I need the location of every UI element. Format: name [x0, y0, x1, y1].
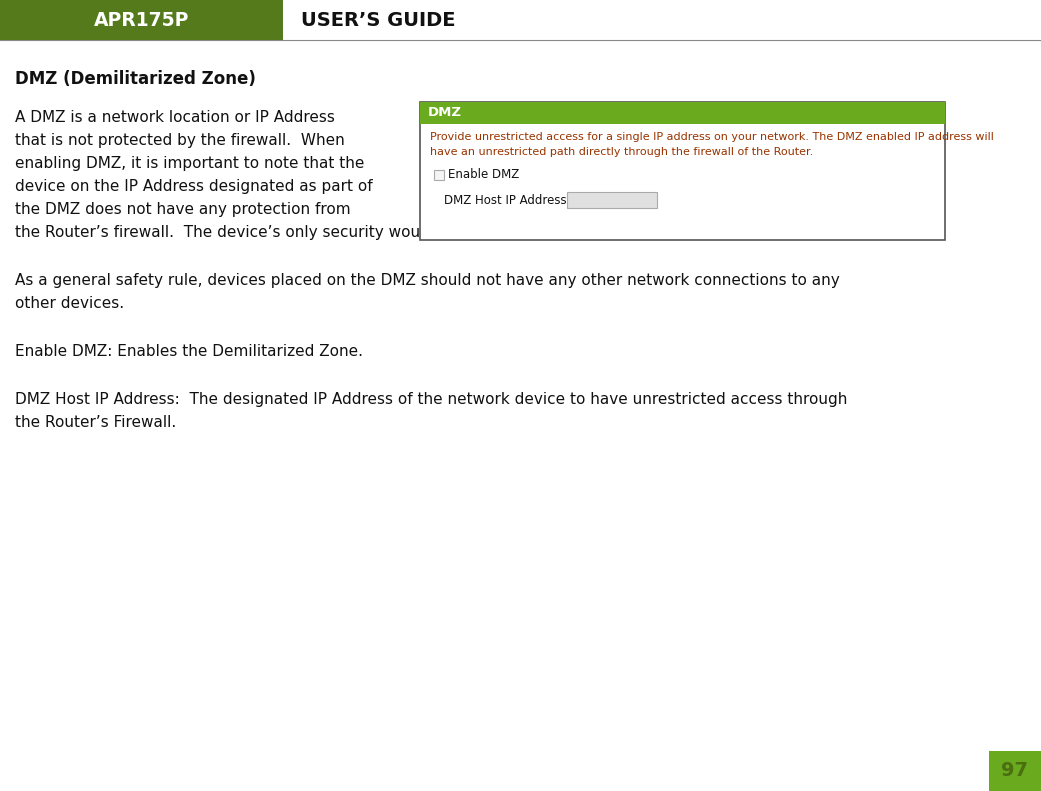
Text: the DMZ does not have any protection from: the DMZ does not have any protection fro…	[15, 202, 351, 217]
Text: DMZ: DMZ	[428, 107, 462, 119]
Text: DMZ Host IP Address:  The designated IP Address of the network device to have un: DMZ Host IP Address: The designated IP A…	[15, 392, 847, 407]
Text: the Router’s Firewall.: the Router’s Firewall.	[15, 415, 176, 430]
Text: device on the IP Address designated as part of: device on the IP Address designated as p…	[15, 179, 373, 194]
Bar	[989, 751, 1041, 791]
Text: A DMZ is a network location or IP Address: A DMZ is a network location or IP Addres…	[15, 110, 335, 125]
Text: DMZ Host IP Address:: DMZ Host IP Address:	[445, 194, 570, 206]
Text: Enable DMZ: Enables the Demilitarized Zone.: Enable DMZ: Enables the Demilitarized Zo…	[15, 344, 363, 359]
Bar	[434, 170, 445, 180]
Text: APR175P: APR175P	[94, 10, 189, 29]
Bar	[283, 0, 286, 40]
Text: 97: 97	[1001, 762, 1029, 781]
Text: DMZ (Demilitarized Zone): DMZ (Demilitarized Zone)	[15, 70, 256, 88]
Text: Enable DMZ: Enable DMZ	[448, 168, 519, 181]
Bar	[567, 192, 657, 208]
Text: As a general safety rule, devices placed on the DMZ should not have any other ne: As a general safety rule, devices placed…	[15, 273, 840, 288]
Bar	[286, 0, 1041, 40]
Text: Provide unrestricted access for a single IP address on your network. The DMZ ena: Provide unrestricted access for a single…	[430, 132, 994, 142]
Bar	[0, 0, 283, 40]
Text: enabling DMZ, it is important to note that the: enabling DMZ, it is important to note th…	[15, 156, 364, 171]
Text: that is not protected by the firewall.  When: that is not protected by the firewall. W…	[15, 133, 345, 148]
Text: USER’S GUIDE: USER’S GUIDE	[301, 10, 456, 29]
Bar	[420, 102, 945, 240]
Bar	[420, 102, 945, 124]
Text: have an unrestricted path directly through the firewall of the Router.: have an unrestricted path directly throu…	[430, 147, 813, 157]
Text: the Router’s firewall.  The device’s only security would be those built into the: the Router’s firewall. The device’s only…	[15, 225, 753, 240]
Text: other devices.: other devices.	[15, 296, 124, 311]
